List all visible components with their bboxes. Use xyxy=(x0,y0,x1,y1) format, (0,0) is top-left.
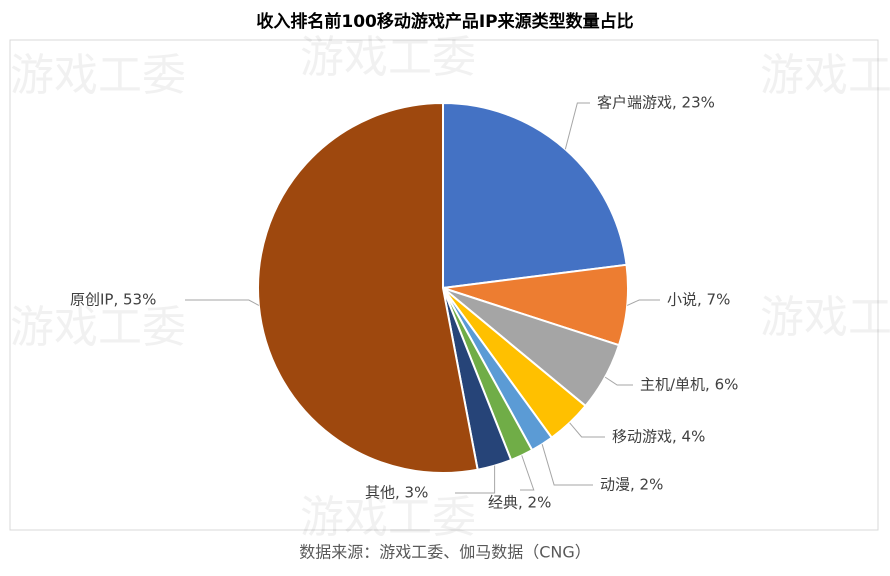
leader-line xyxy=(564,102,590,150)
source: 数据来源：游戏工委、伽马数据（CNG） xyxy=(299,543,591,562)
leader-line xyxy=(455,465,496,494)
data-label: 经典, 2% xyxy=(488,494,551,512)
leader-line xyxy=(604,376,633,386)
data-label: 原创IP, 53% xyxy=(70,291,156,309)
pie-slice xyxy=(257,101,479,474)
data-label: 小说, 7% xyxy=(667,291,730,309)
watermark: 游戏工委 xyxy=(300,492,476,543)
data-label: 主机/单机, 6% xyxy=(640,376,738,394)
watermark: 游戏工委 xyxy=(760,50,890,101)
watermark: 游戏工委 xyxy=(10,50,186,101)
leader-line xyxy=(541,444,593,486)
data-label: 动漫, 2% xyxy=(600,476,663,494)
data-label: 客户端游戏, 23% xyxy=(597,94,715,112)
leader-line xyxy=(569,422,605,438)
watermark: 游戏工委 xyxy=(10,302,186,353)
watermark: 游戏工委 xyxy=(300,32,476,83)
chart-title: 收入排名前100移动游戏产品IP来源类型数量占比 xyxy=(256,11,633,32)
watermark: 游戏工委 xyxy=(760,292,890,343)
leader-line xyxy=(520,455,535,491)
data-label: 其他, 3% xyxy=(365,484,428,502)
leader-line xyxy=(185,299,260,306)
pie-slice xyxy=(442,101,628,290)
data-label: 移动游戏, 4% xyxy=(612,428,705,446)
leader-line xyxy=(626,299,660,306)
